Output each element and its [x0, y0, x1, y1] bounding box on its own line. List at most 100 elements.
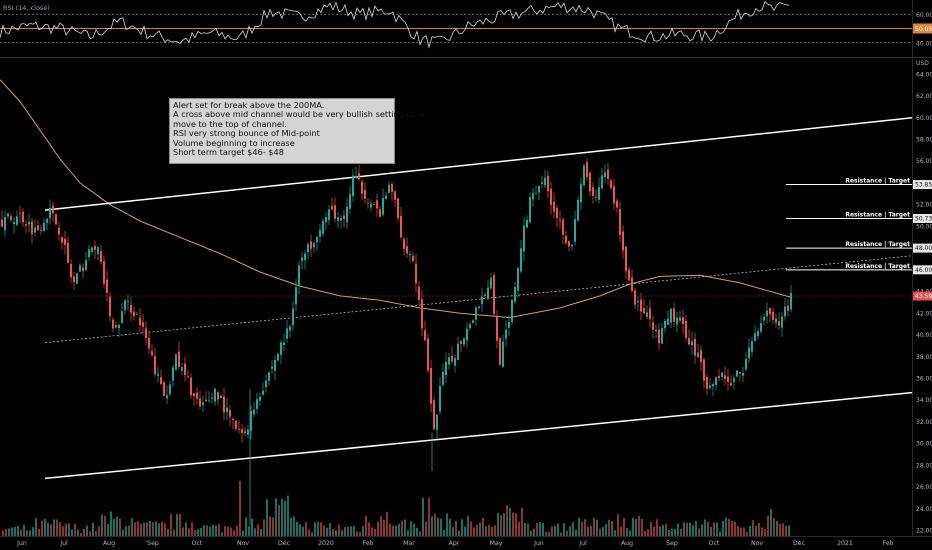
- candle-body: [223, 396, 225, 413]
- volume-bar: [560, 532, 562, 536]
- candle-body: [766, 310, 768, 317]
- volume-bar: [41, 520, 43, 536]
- candle-body: [580, 183, 582, 203]
- volume-bar: [35, 518, 37, 536]
- candle-body: [544, 177, 546, 186]
- volume-bar: [218, 524, 220, 536]
- candle-body: [205, 399, 207, 402]
- rsi-tick-label: 40.00: [916, 40, 932, 47]
- volume-bar: [707, 521, 709, 536]
- volume-bar: [164, 523, 166, 536]
- volume-bar: [5, 529, 7, 536]
- volume-bar: [515, 513, 517, 536]
- time-tick-label: 2021: [837, 540, 853, 547]
- candle-body: [421, 299, 423, 329]
- volume-bar: [629, 530, 631, 536]
- candle-body: [676, 317, 678, 325]
- candle-body: [769, 307, 771, 315]
- candle-body: [742, 373, 744, 376]
- volume-bar: [569, 526, 571, 536]
- volume-bar: [95, 531, 97, 536]
- volume-bar: [755, 525, 757, 536]
- candle-body: [478, 306, 480, 309]
- candle-body: [715, 377, 717, 386]
- volume-bar: [8, 528, 10, 536]
- candle-body: [520, 248, 522, 272]
- candle-body: [16, 216, 18, 225]
- candle-body: [445, 361, 447, 376]
- volume-bar: [161, 521, 163, 536]
- volume-bar: [440, 518, 442, 536]
- candle-body: [301, 257, 303, 262]
- candle-body: [736, 370, 738, 377]
- candle-body: [619, 209, 621, 235]
- candle-body: [517, 268, 519, 291]
- volume-bar: [398, 523, 400, 536]
- price-tick-label: 42.00: [916, 310, 932, 317]
- price-axis[interactable]: 64.0062.0060.0058.0056.0054.0052.0050.00…: [913, 71, 932, 535]
- volume-bar: [539, 522, 541, 536]
- volume-bar: [533, 528, 535, 536]
- time-tick-label: Feb: [883, 540, 894, 547]
- candle-body: [382, 198, 384, 215]
- candle-body: [319, 229, 321, 237]
- candle-body: [649, 308, 651, 320]
- volume-bar: [428, 498, 430, 536]
- volume-bar: [38, 529, 40, 536]
- candle-body: [28, 221, 30, 225]
- candle-body: [406, 246, 408, 254]
- volume-bar: [758, 522, 760, 536]
- volume-bar: [704, 519, 706, 536]
- candle-body: [190, 377, 192, 396]
- channel-lower-line: [44, 391, 913, 480]
- candle-body: [685, 320, 687, 338]
- candle-body: [442, 371, 444, 385]
- time-axis[interactable]: Jun Jul Aug Sep Oct Nov Dec 2020 Feb Mar Apr May Jun…: [16, 540, 893, 547]
- time-tick-label: Feb: [363, 540, 374, 547]
- rsi-line: [0, 1, 790, 49]
- candle-body: [313, 243, 315, 248]
- volume-bar: [245, 517, 247, 536]
- candle-body: [706, 376, 708, 389]
- volume-bar: [182, 527, 184, 536]
- time-tick-label: Apr: [449, 540, 460, 547]
- candle-body: [679, 317, 681, 321]
- rsi-panel[interactable]: 60.00 40.00 50.05: [0, 1, 932, 49]
- volume-bar: [584, 519, 586, 536]
- candle-body: [427, 338, 429, 371]
- volume-bar: [143, 522, 145, 536]
- volume-bar: [785, 525, 787, 536]
- volume-bar: [371, 527, 373, 536]
- candle-body: [94, 245, 96, 250]
- volume-bar: [698, 528, 700, 536]
- candle-body: [481, 296, 483, 305]
- volume-bar: [392, 525, 394, 536]
- volume-bar: [383, 520, 385, 536]
- volume-bar: [596, 519, 598, 536]
- annotation-note[interactable]: Alert set for break above the 200MA. A c…: [169, 98, 425, 164]
- candle-body: [667, 318, 669, 325]
- volume-bar: [323, 525, 325, 536]
- candle-body: [376, 200, 378, 209]
- volume-bars: [2, 481, 790, 536]
- price-tick-label: 34.00: [916, 397, 932, 404]
- candle-body: [511, 299, 513, 323]
- candle-body: [739, 372, 741, 374]
- volume-bar: [461, 519, 463, 536]
- candle-body: [181, 367, 183, 371]
- candle-body: [193, 393, 195, 396]
- candle-body: [280, 342, 282, 355]
- candle-body: [385, 195, 387, 199]
- volume-bar: [479, 522, 481, 536]
- volume-bar: [572, 522, 574, 536]
- time-tick-label: Jun: [16, 540, 27, 547]
- candle-body: [781, 316, 783, 328]
- volume-bar: [110, 511, 112, 536]
- volume-bar: [773, 517, 775, 536]
- volume-bar: [206, 525, 208, 536]
- volume-bar: [482, 517, 484, 536]
- price-tag-label: 50.73: [915, 215, 932, 222]
- volume-bar: [404, 519, 406, 536]
- candle-body: [238, 428, 240, 430]
